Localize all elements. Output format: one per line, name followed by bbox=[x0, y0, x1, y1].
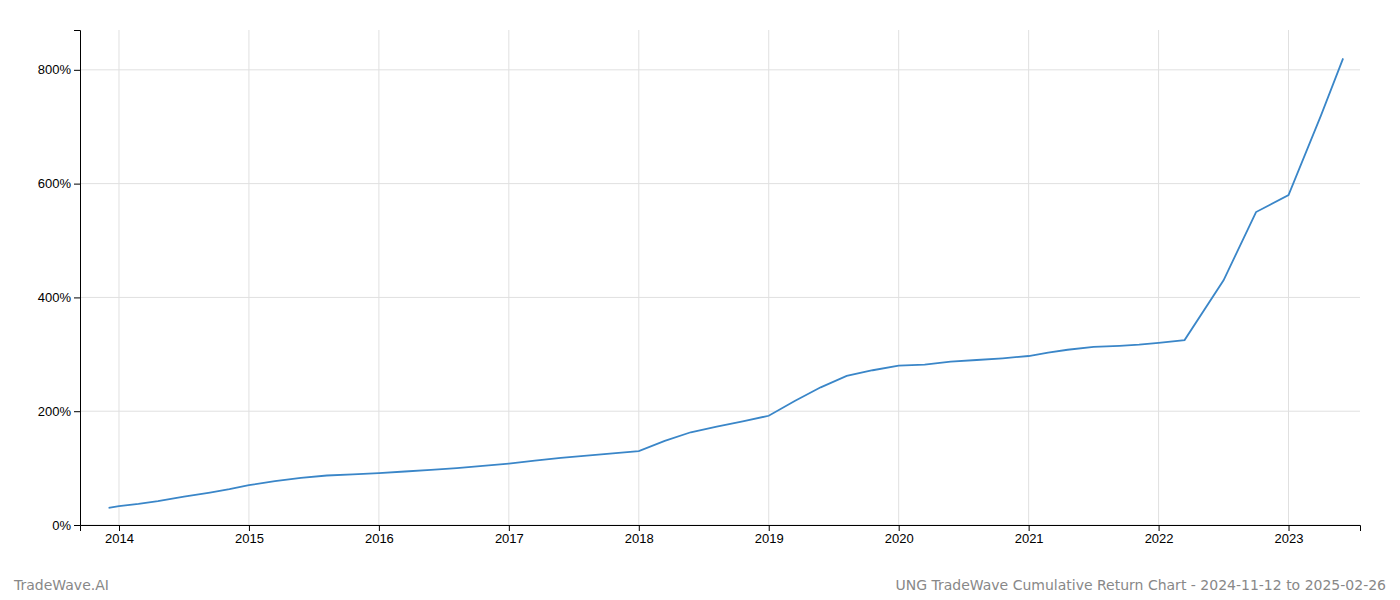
x-tick: 2021 bbox=[1015, 525, 1044, 546]
annotation: UNG TradeWave Cumulative Return Chart - … bbox=[895, 577, 1386, 593]
x-tick: 2015 bbox=[235, 525, 264, 546]
chart: 2014 2015 2016 2017 2018 2019 2020 2021 2022 2023… bbox=[0, 0, 1400, 600]
x-grid-line bbox=[248, 30, 249, 525]
x-axis-line bbox=[81, 526, 1361, 532]
x-tick-label: 2020 bbox=[885, 531, 914, 546]
x-tick-mark bbox=[379, 525, 380, 531]
x-tick-label: 2023 bbox=[1275, 531, 1304, 546]
y-tick-label: 0% bbox=[52, 518, 71, 533]
y-grid-line bbox=[80, 183, 1360, 184]
x-tick-mark bbox=[769, 525, 770, 531]
x-tick-label: 2016 bbox=[365, 531, 394, 546]
x-grid-line bbox=[118, 30, 119, 525]
y-axis-line bbox=[74, 31, 81, 526]
x-tick-label: 2018 bbox=[625, 531, 654, 546]
y-tick: 400% bbox=[38, 290, 80, 305]
x-tick: 2018 bbox=[625, 525, 654, 546]
x-tick: 2014 bbox=[105, 525, 134, 546]
x-tick-label: 2017 bbox=[495, 531, 524, 546]
x-grid-line bbox=[898, 30, 899, 525]
x-grid-line bbox=[378, 30, 379, 525]
x-grid-line bbox=[508, 30, 509, 525]
x-tick-mark bbox=[899, 525, 900, 531]
y-tick-label: 800% bbox=[38, 62, 72, 77]
x-tick-label: 2021 bbox=[1015, 531, 1044, 546]
x-tick-mark bbox=[119, 525, 120, 531]
x-tick-mark bbox=[1289, 525, 1290, 531]
y-tick: 200% bbox=[38, 404, 80, 419]
y-tick-mark bbox=[74, 297, 80, 298]
annotation: TradeWave.AI bbox=[13, 577, 109, 593]
y-tick-mark bbox=[74, 70, 80, 71]
x-tick-label: 2019 bbox=[755, 531, 784, 546]
plot-area: 2014 2015 2016 2017 2018 2019 2020 2021 2022 2023… bbox=[38, 30, 1361, 546]
y-grid-line bbox=[80, 69, 1360, 70]
x-tick: 2019 bbox=[755, 525, 784, 546]
x-tick-mark bbox=[1159, 525, 1160, 531]
x-axis: 2014 2015 2016 2017 2018 2019 2020 2021 2022 2023 bbox=[81, 525, 1361, 546]
y-tick-label: 600% bbox=[38, 176, 72, 191]
x-grid-line bbox=[1028, 30, 1029, 525]
y-grid-line bbox=[80, 297, 1360, 298]
x-tick-mark bbox=[639, 525, 640, 531]
y-tick-label: 200% bbox=[38, 404, 72, 419]
y-tick-mark bbox=[74, 184, 80, 185]
x-tick-label: 2015 bbox=[235, 531, 264, 546]
y-tick: 800% bbox=[38, 62, 80, 77]
series-group bbox=[109, 58, 1344, 507]
grid bbox=[80, 30, 1360, 525]
y-tick-mark bbox=[74, 525, 80, 526]
x-tick-label: 2014 bbox=[105, 531, 134, 546]
y-tick: 0% bbox=[52, 518, 80, 533]
x-tick: 2016 bbox=[365, 525, 394, 546]
x-tick-label: 2022 bbox=[1145, 531, 1174, 546]
x-tick-mark bbox=[249, 525, 250, 531]
x-grid-line bbox=[1288, 30, 1289, 525]
x-tick: 2017 bbox=[495, 525, 524, 546]
x-tick: 2020 bbox=[885, 525, 914, 546]
x-grid-line bbox=[1158, 30, 1159, 525]
y-tick: 600% bbox=[38, 176, 80, 191]
x-tick: 2022 bbox=[1145, 525, 1174, 546]
y-tick-label: 400% bbox=[38, 290, 72, 305]
x-tick-mark bbox=[1029, 525, 1030, 531]
y-axis: 0% 200% 400% 600% 800% bbox=[38, 31, 81, 533]
y-grid-line bbox=[80, 411, 1360, 412]
x-tick: 2023 bbox=[1275, 525, 1304, 546]
line bbox=[109, 58, 1344, 507]
x-grid-line bbox=[768, 30, 769, 525]
x-tick-mark bbox=[509, 525, 510, 531]
y-tick-mark bbox=[74, 411, 80, 412]
